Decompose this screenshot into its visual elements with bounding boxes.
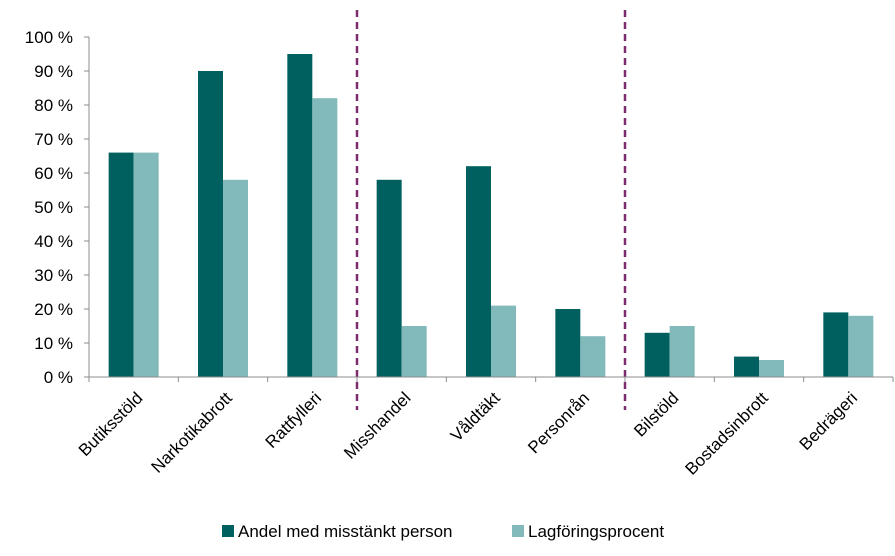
x-tick-label: Personrån [524,388,593,457]
legend-label-0: Andel med misstänkt person [238,522,453,541]
bar-andel-5 [555,309,581,377]
x-tick-label: Narkotikabrott [148,388,236,476]
bar-lagforing-4 [491,305,516,377]
x-tick-label: Våldtäkt [447,388,504,445]
legend: Andel med misstänkt person Lagföringsproc… [222,522,664,541]
bar-andel-8 [823,312,849,377]
bar-lagforing-7 [759,360,784,377]
group-separators [355,10,627,410]
bar-lagforing-5 [580,336,606,377]
y-tick-label: 0 % [44,368,73,387]
y-tick-label: 30 % [34,266,73,285]
x-tick-label: Bedrägeri [796,388,862,454]
x-tick-label: Bilstöld [630,388,682,440]
bar-andel-0 [108,152,134,377]
bar-andel-6 [644,332,670,377]
bar-andel-3 [376,179,402,377]
axes [84,36,894,382]
y-tick-label: 20 % [34,300,73,319]
bar-lagforing-0 [133,152,159,377]
bar-lagforing-6 [669,326,695,377]
legend-label-1: Lagföringsprocent [528,522,664,541]
bar-andel-4 [466,166,491,377]
y-tick-label: 50 % [34,198,73,217]
bars-layer [108,54,874,377]
y-tick-label: 100 % [25,28,73,47]
bar-lagforing-3 [401,326,427,377]
bar-andel-7 [734,356,759,377]
bar-andel-1 [198,71,223,377]
y-tick-label: 80 % [34,96,73,115]
bar-andel-2 [287,54,313,377]
x-tick-label: Rattfylleri [262,388,326,452]
y-tick-label: 60 % [34,164,73,183]
x-tick-label: Misshandel [340,388,414,462]
x-tick-label: Bostadsinbrott [682,388,772,478]
legend-swatch-0 [222,525,234,537]
y-tick-label: 70 % [34,130,73,149]
bar-lagforing-1 [223,179,248,377]
y-tick-label: 40 % [34,232,73,251]
x-tick-label: Butiksstöld [75,388,147,460]
legend-swatch-1 [512,525,524,537]
y-tick-label: 90 % [34,62,73,81]
bar-lagforing-8 [848,315,874,377]
y-tick-label: 10 % [34,334,73,353]
bar-lagforing-2 [312,98,338,377]
